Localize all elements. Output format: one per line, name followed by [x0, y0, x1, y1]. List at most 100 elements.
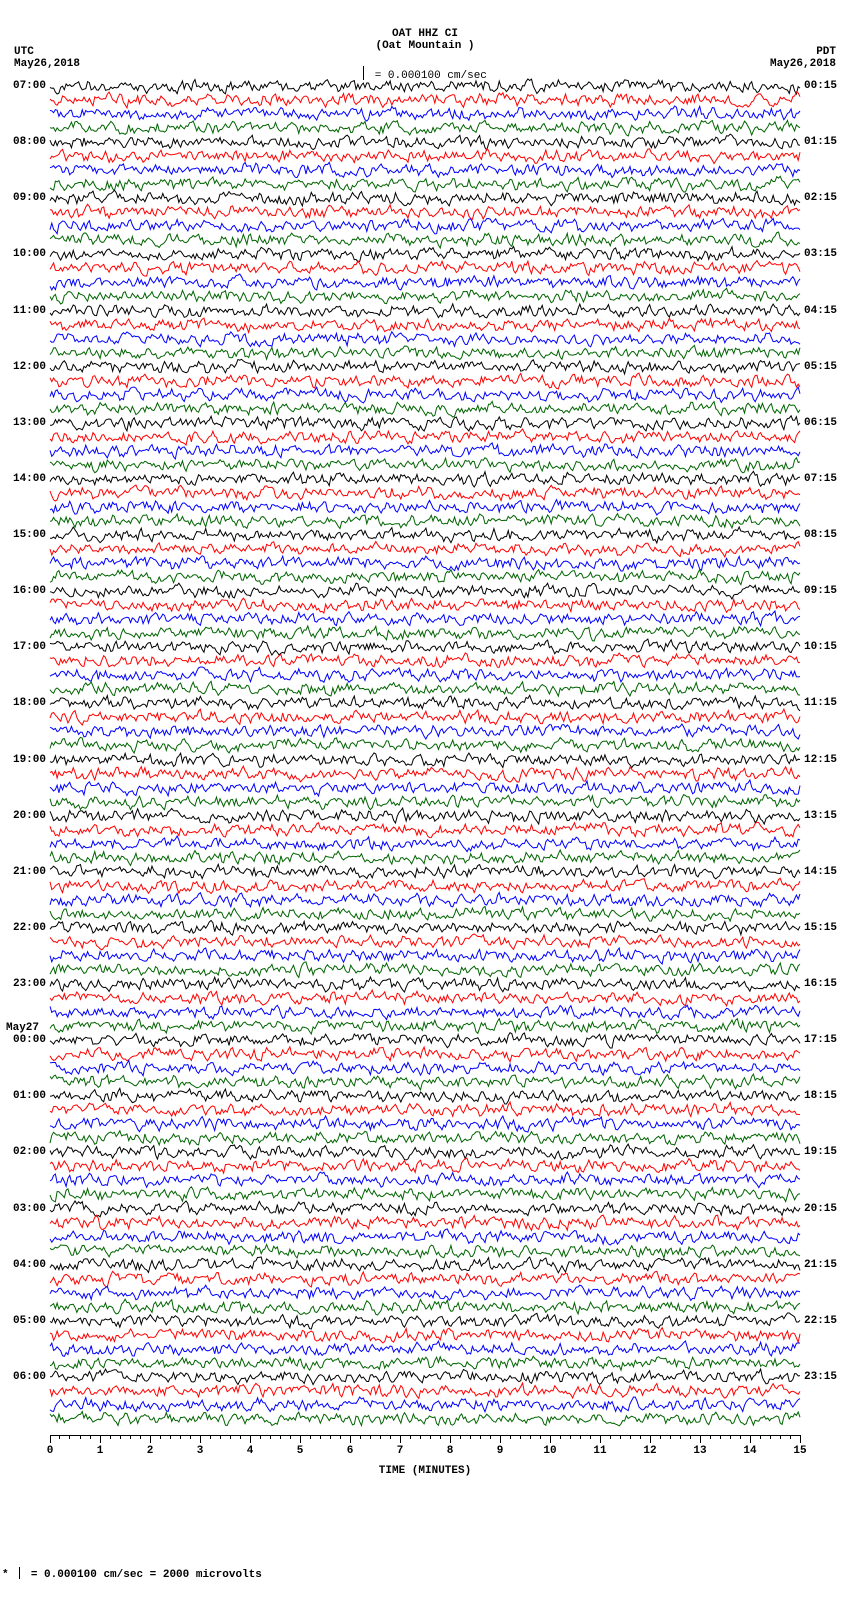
pdt-time-label: 17:15: [804, 1034, 844, 1046]
tick-mark-icon: [510, 1435, 511, 1439]
right-timezone-block: PDT May26,2018: [770, 46, 836, 70]
x-tick-label: 3: [190, 1445, 210, 1457]
footer-prefix: *: [2, 1569, 9, 1581]
x-tick-label: 10: [540, 1445, 560, 1457]
tz-left-label: UTC: [14, 46, 34, 58]
footer-text: = 0.000100 cm/sec = 2000 microvolts: [31, 1569, 262, 1581]
title-line-2: (Oat Mountain ): [0, 40, 850, 52]
tick-mark-icon: [630, 1435, 631, 1439]
tick-mark-icon: [690, 1435, 691, 1439]
tick-mark-icon: [620, 1435, 621, 1439]
pdt-time-label: 05:15: [804, 361, 844, 373]
tick-mark-icon: [590, 1435, 591, 1439]
tick-mark-icon: [280, 1435, 281, 1439]
tick-mark-icon: [110, 1435, 111, 1439]
tick-mark-icon: [340, 1435, 341, 1439]
pdt-time-label: 19:15: [804, 1146, 844, 1158]
x-tick-label: 5: [290, 1445, 310, 1457]
pdt-time-label: 06:15: [804, 417, 844, 429]
tick-mark-icon: [390, 1435, 391, 1439]
tick-mark-icon: [540, 1435, 541, 1439]
tick-mark-icon: [190, 1435, 191, 1439]
tick-mark-icon: [120, 1435, 121, 1439]
tick-mark-icon: [800, 1435, 801, 1443]
title-line-1: OAT HHZ CI: [392, 28, 458, 40]
tick-mark-icon: [710, 1435, 711, 1439]
tick-mark-icon: [460, 1435, 461, 1439]
tick-mark-icon: [430, 1435, 431, 1439]
tick-mark-icon: [420, 1435, 421, 1439]
x-axis-line: [50, 1435, 800, 1436]
tick-mark-icon: [470, 1435, 471, 1439]
utc-time-label: 23:00: [6, 978, 46, 990]
tick-mark-icon: [150, 1435, 151, 1443]
tick-mark-icon: [330, 1435, 331, 1439]
utc-time-label: 17:00: [6, 641, 46, 653]
tick-mark-icon: [410, 1435, 411, 1439]
tz-left-date: May26,2018: [14, 58, 80, 70]
utc-time-label: 03:00: [6, 1203, 46, 1215]
tick-mark-icon: [440, 1435, 441, 1439]
tick-mark-icon: [780, 1435, 781, 1439]
x-tick-label: 0: [40, 1445, 60, 1457]
x-tick-label: 12: [640, 1445, 660, 1457]
tick-mark-icon: [740, 1435, 741, 1439]
pdt-time-label: 09:15: [804, 585, 844, 597]
pdt-time-label: 16:15: [804, 978, 844, 990]
tick-mark-icon: [550, 1435, 551, 1443]
tick-mark-icon: [310, 1435, 311, 1439]
tick-mark-icon: [600, 1435, 601, 1443]
pdt-time-label: 10:15: [804, 641, 844, 653]
pdt-time-label: 01:15: [804, 136, 844, 148]
seismic-trace: [50, 1410, 800, 1428]
tz-right-label: PDT: [816, 46, 836, 58]
pdt-time-label: 13:15: [804, 810, 844, 822]
utc-time-label: 05:00: [6, 1315, 46, 1327]
tick-mark-icon: [360, 1435, 361, 1439]
pdt-time-label: 18:15: [804, 1090, 844, 1102]
tick-mark-icon: [69, 1435, 70, 1439]
utc-time-label: 20:00: [6, 810, 46, 822]
x-tick-label: 1: [90, 1445, 110, 1457]
utc-time-label: 15:00: [6, 529, 46, 541]
tick-mark-icon: [610, 1435, 611, 1439]
footer-scale: * = 0.000100 cm/sec = 2000 microvolts: [2, 1567, 262, 1581]
tick-mark-icon: [290, 1435, 291, 1439]
tick-mark-icon: [790, 1435, 791, 1439]
tick-mark-icon: [220, 1435, 221, 1439]
pdt-time-label: 02:15: [804, 192, 844, 204]
tick-mark-icon: [210, 1435, 211, 1439]
pdt-time-label: 04:15: [804, 305, 844, 317]
tick-mark-icon: [170, 1435, 171, 1439]
utc-time-label: 21:00: [6, 866, 46, 878]
x-tick-label: 4: [240, 1445, 260, 1457]
tick-mark-icon: [380, 1435, 381, 1439]
tick-mark-icon: [720, 1435, 721, 1439]
tick-mark-icon: [300, 1435, 301, 1443]
tick-mark-icon: [400, 1435, 401, 1443]
tick-mark-icon: [270, 1435, 271, 1439]
utc-time-label: 01:00: [6, 1090, 46, 1102]
utc-time-label: 02:00: [6, 1146, 46, 1158]
x-tick-label: 13: [690, 1445, 710, 1457]
tick-mark-icon: [680, 1435, 681, 1439]
pdt-time-label: 00:15: [804, 80, 844, 92]
utc-time-label: 04:00: [6, 1259, 46, 1271]
tick-mark-icon: [580, 1435, 581, 1439]
tick-mark-icon: [700, 1435, 701, 1443]
x-tick-label: 14: [740, 1445, 760, 1457]
tick-mark-icon: [650, 1435, 651, 1443]
tick-mark-icon: [250, 1435, 251, 1443]
x-tick-label: 11: [590, 1445, 610, 1457]
utc-time-label: 22:00: [6, 922, 46, 934]
tick-mark-icon: [450, 1435, 451, 1443]
x-tick-label: 7: [390, 1445, 410, 1457]
tick-mark-icon: [59, 1435, 60, 1439]
utc-time-label: 10:00: [6, 248, 46, 260]
tick-mark-icon: [500, 1435, 501, 1443]
pdt-time-label: 12:15: [804, 754, 844, 766]
tick-mark-icon: [750, 1435, 751, 1443]
x-tick-label: 8: [440, 1445, 460, 1457]
tick-mark-icon: [770, 1435, 771, 1439]
tick-mark-icon: [160, 1435, 161, 1439]
